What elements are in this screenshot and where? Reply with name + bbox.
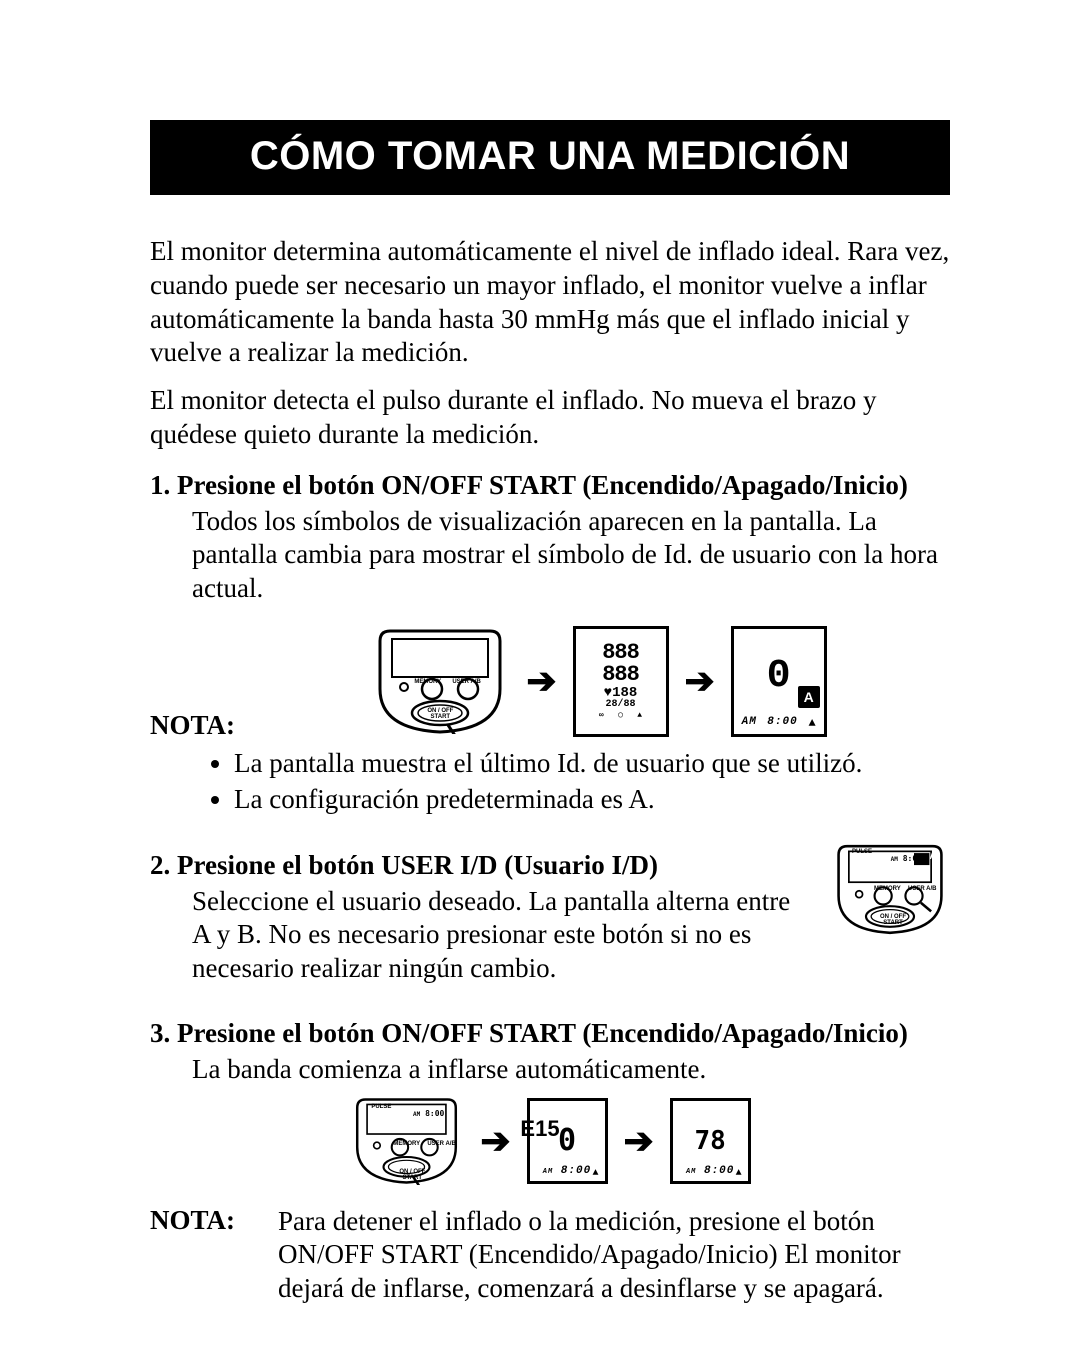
onoff-label: ON / OFFSTART: [420, 708, 460, 720]
page-number: E15: [0, 1116, 1080, 1142]
seg-line-4: 28/88: [605, 700, 635, 710]
step-2-block: 2. Presione el botón USER I/D (Usuario I…: [150, 832, 950, 996]
lcd-user-id: 0 A AM 8:00 ▲: [731, 626, 827, 737]
user-a-badge: A: [798, 686, 820, 708]
step-2-heading: 2. Presione el botón USER I/D (Usuario I…: [150, 850, 810, 881]
arrow-icon: ➔: [526, 660, 556, 702]
step-3-heading: 3. Presione el botón ON/OFF START (Encen…: [150, 1018, 950, 1049]
memory-label: MEMORY: [874, 886, 901, 892]
step-1-title: Presione el botón ON/OFF START (Encendid…: [177, 470, 908, 500]
intro-paragraph-2: El monitor detecta el pulso durante el i…: [150, 384, 950, 452]
step-2-title: Presione el botón USER I/D (Usuario I/D): [177, 850, 658, 880]
clock-label: 8:00: [767, 716, 797, 728]
nota-2-label: NOTA:: [150, 1205, 260, 1236]
step-3-body: La banda comienza a inflarse automáticam…: [192, 1053, 950, 1087]
page-title: CÓMO TOMAR UNA MEDICIÓN: [150, 120, 950, 195]
seg-line-1: 888: [602, 642, 639, 664]
nota-1-item: La configuración predeterminada es A.: [234, 781, 950, 817]
memory-label: MEMORY: [414, 679, 441, 685]
step-1-diagram: MEMORY USER A/B ON / OFFSTART ➔ 888 888 …: [247, 626, 950, 737]
clock-label: AM 8:00: [686, 1165, 734, 1177]
step-2-number: 2.: [150, 850, 170, 880]
am-label: AM: [742, 716, 757, 728]
nota-2-block: NOTA: Para detener el inflado o la medic…: [150, 1205, 950, 1306]
user-label: USER A/B: [452, 679, 480, 685]
device-icon: MEMORY USER A/B ON / OFFSTART: [370, 629, 510, 734]
seg-zero: 0: [767, 657, 791, 697]
pulse-label: PULSE: [852, 849, 872, 855]
clock-label: AM 8:00: [543, 1165, 591, 1177]
seg-line-2: 888: [602, 664, 639, 686]
onoff-label: ON / OFFSTART: [876, 914, 910, 926]
mini-user-a: A: [930, 851, 937, 861]
step-1-body: Todos los símbolos de visualización apar…: [192, 505, 950, 606]
mini-clock: AM 8:00: [891, 854, 922, 863]
nota-1-item: La pantalla muestra el último Id. de usu…: [234, 745, 950, 781]
pulse-label: PULSE: [371, 1104, 391, 1110]
step-1-number: 1.: [150, 470, 170, 500]
nota-2-body: Para detener el inflado o la medición, p…: [278, 1205, 950, 1306]
intro-paragraph-1: El monitor determina automáticamente el …: [150, 235, 950, 370]
step-1-heading: 1. Presione el botón ON/OFF START (Encen…: [150, 470, 950, 501]
step-3-number: 3.: [150, 1018, 170, 1048]
device-icon-step-2: PULSE AM 8:00 A MEMORY USER A/B ON / OFF…: [830, 842, 950, 937]
step-1-diagram-row: NOTA: MEMORY USER A/B ON / OFFSTART ➔: [150, 616, 950, 741]
lcd-all-segments: 888 888 ♥188 28/88 ∞ ◯ ▲: [573, 626, 669, 737]
page: CÓMO TOMAR UNA MEDICIÓN El monitor deter…: [0, 0, 1080, 1352]
step-3-title: Presione el botón ON/OFF START (Encendid…: [177, 1018, 908, 1048]
onoff-label: ON / OFFSTART: [395, 1169, 429, 1181]
user-label: USER A/B: [908, 886, 936, 892]
nota-1-label: NOTA:: [150, 710, 235, 741]
step-2-body: Seleccione el usuario deseado. La pantal…: [192, 885, 810, 986]
arrow-icon: ➔: [685, 660, 715, 702]
nota-1-list: La pantalla muestra el último Id. de usu…: [210, 745, 950, 818]
